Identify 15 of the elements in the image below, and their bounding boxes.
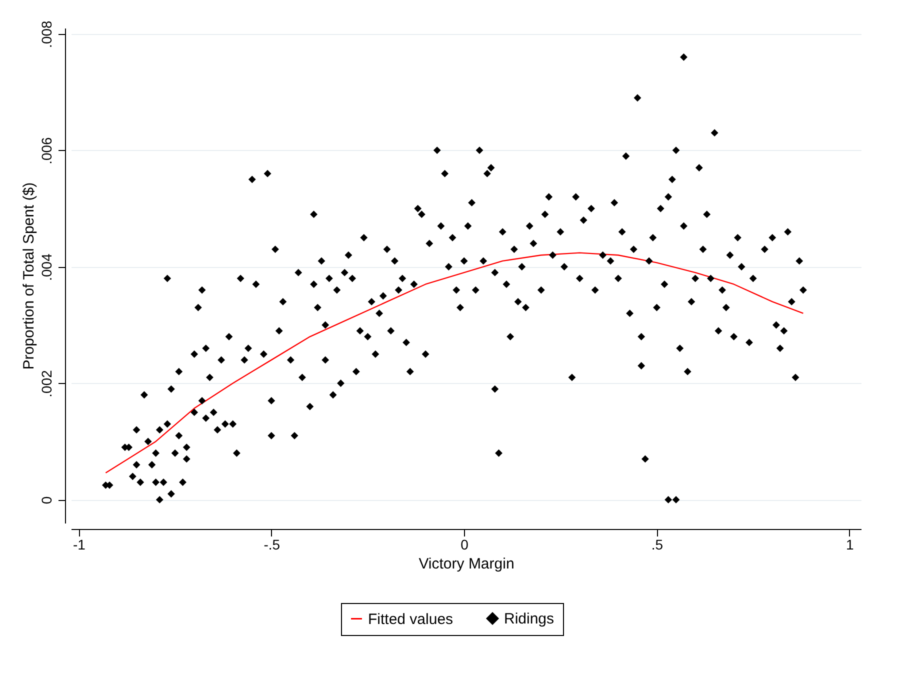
x-tick-label: -1 — [72, 536, 86, 552]
y-axis-title: Proportion of Total Spent ($) — [20, 182, 38, 370]
y-tick-label: .006 — [38, 136, 54, 164]
y-tick-label: .008 — [38, 20, 54, 48]
x-tick-label: 1 — [846, 536, 854, 552]
legend-label: Fitted values — [368, 610, 454, 628]
legend-label: Ridings — [504, 610, 554, 628]
x-tick-label: .5 — [651, 536, 664, 552]
line-series — [105, 252, 804, 474]
x-tick-label: -.5 — [264, 536, 280, 552]
y-tick-label: .002 — [38, 370, 54, 398]
y-tick-label: .004 — [38, 253, 54, 281]
x-tick-label: 0 — [460, 536, 469, 552]
y-tick-label: 0 — [38, 496, 54, 504]
x-axis-title: Victory Margin — [418, 556, 514, 572]
